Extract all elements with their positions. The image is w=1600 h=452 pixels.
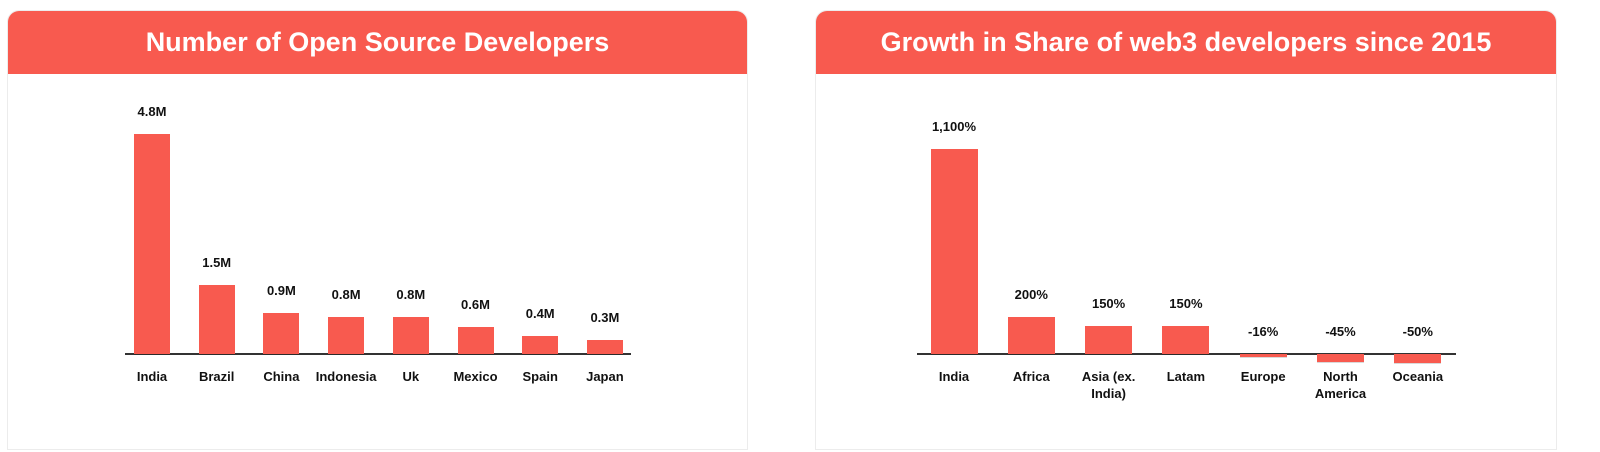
data-label: -16% bbox=[1248, 324, 1279, 339]
bar bbox=[392, 317, 429, 354]
data-label: 200% bbox=[1014, 286, 1048, 302]
bar bbox=[1162, 326, 1210, 354]
x-tick-label: Oceania bbox=[1392, 369, 1444, 384]
x-tick-label: China bbox=[263, 369, 300, 384]
data-label: 0.4M bbox=[525, 305, 555, 321]
data-label: 0.6M bbox=[461, 296, 490, 312]
data-label: 4.8M bbox=[137, 104, 167, 119]
data-label: -50% bbox=[1402, 324, 1433, 339]
x-axis bbox=[125, 353, 631, 355]
x-tick-label: Latam bbox=[1166, 369, 1206, 384]
x-tick-label: Mexico bbox=[453, 369, 498, 384]
bar bbox=[586, 340, 623, 354]
chart-title: Number of Open Source Developers bbox=[8, 11, 747, 74]
data-label: 1,100% bbox=[931, 119, 977, 134]
data-label: 1.5M bbox=[202, 255, 232, 271]
data-label: 0.3M bbox=[590, 310, 620, 326]
x-tick-label: Asia (ex. India) bbox=[1081, 369, 1136, 401]
x-tick-label: Uk bbox=[402, 369, 420, 384]
data-label: 0.8M bbox=[396, 287, 426, 303]
x-tick-label: Africa bbox=[1012, 369, 1050, 384]
data-label: -45% bbox=[1325, 324, 1356, 339]
x-tick-label: India bbox=[136, 369, 168, 384]
bar bbox=[522, 335, 559, 354]
chart-title: Growth in Share of web3 developers since… bbox=[816, 11, 1556, 74]
bar bbox=[1007, 316, 1055, 354]
bar bbox=[198, 285, 235, 354]
x-tick-label: Europe bbox=[1240, 369, 1286, 384]
data-label: 150% bbox=[1169, 296, 1203, 312]
bar bbox=[1317, 354, 1364, 363]
x-tick-label: North America bbox=[1314, 369, 1367, 401]
x-tick-label: Brazil bbox=[198, 369, 235, 384]
data-label: 150% bbox=[1091, 296, 1126, 312]
x-tick-label: India bbox=[938, 369, 970, 384]
data-label: 0.9M bbox=[266, 282, 296, 298]
bar bbox=[263, 312, 300, 354]
bar bbox=[457, 326, 494, 354]
x-tick-label: Indonesia bbox=[315, 369, 377, 384]
x-tick-label: Japan bbox=[586, 369, 624, 384]
x-tick-label: Spain bbox=[522, 369, 558, 384]
chart-card: Growth in Share of web3 developers since… bbox=[815, 10, 1557, 450]
x-axis bbox=[917, 353, 1456, 355]
data-label: 0.8M bbox=[331, 287, 361, 303]
bar bbox=[1394, 354, 1442, 364]
chart-card: Number of Open Source Developers 4.8M Ind… bbox=[7, 10, 748, 450]
bar bbox=[134, 134, 170, 354]
bar bbox=[1085, 326, 1133, 354]
bar bbox=[328, 317, 365, 354]
bar bbox=[930, 149, 978, 354]
bar bbox=[1239, 354, 1287, 357]
